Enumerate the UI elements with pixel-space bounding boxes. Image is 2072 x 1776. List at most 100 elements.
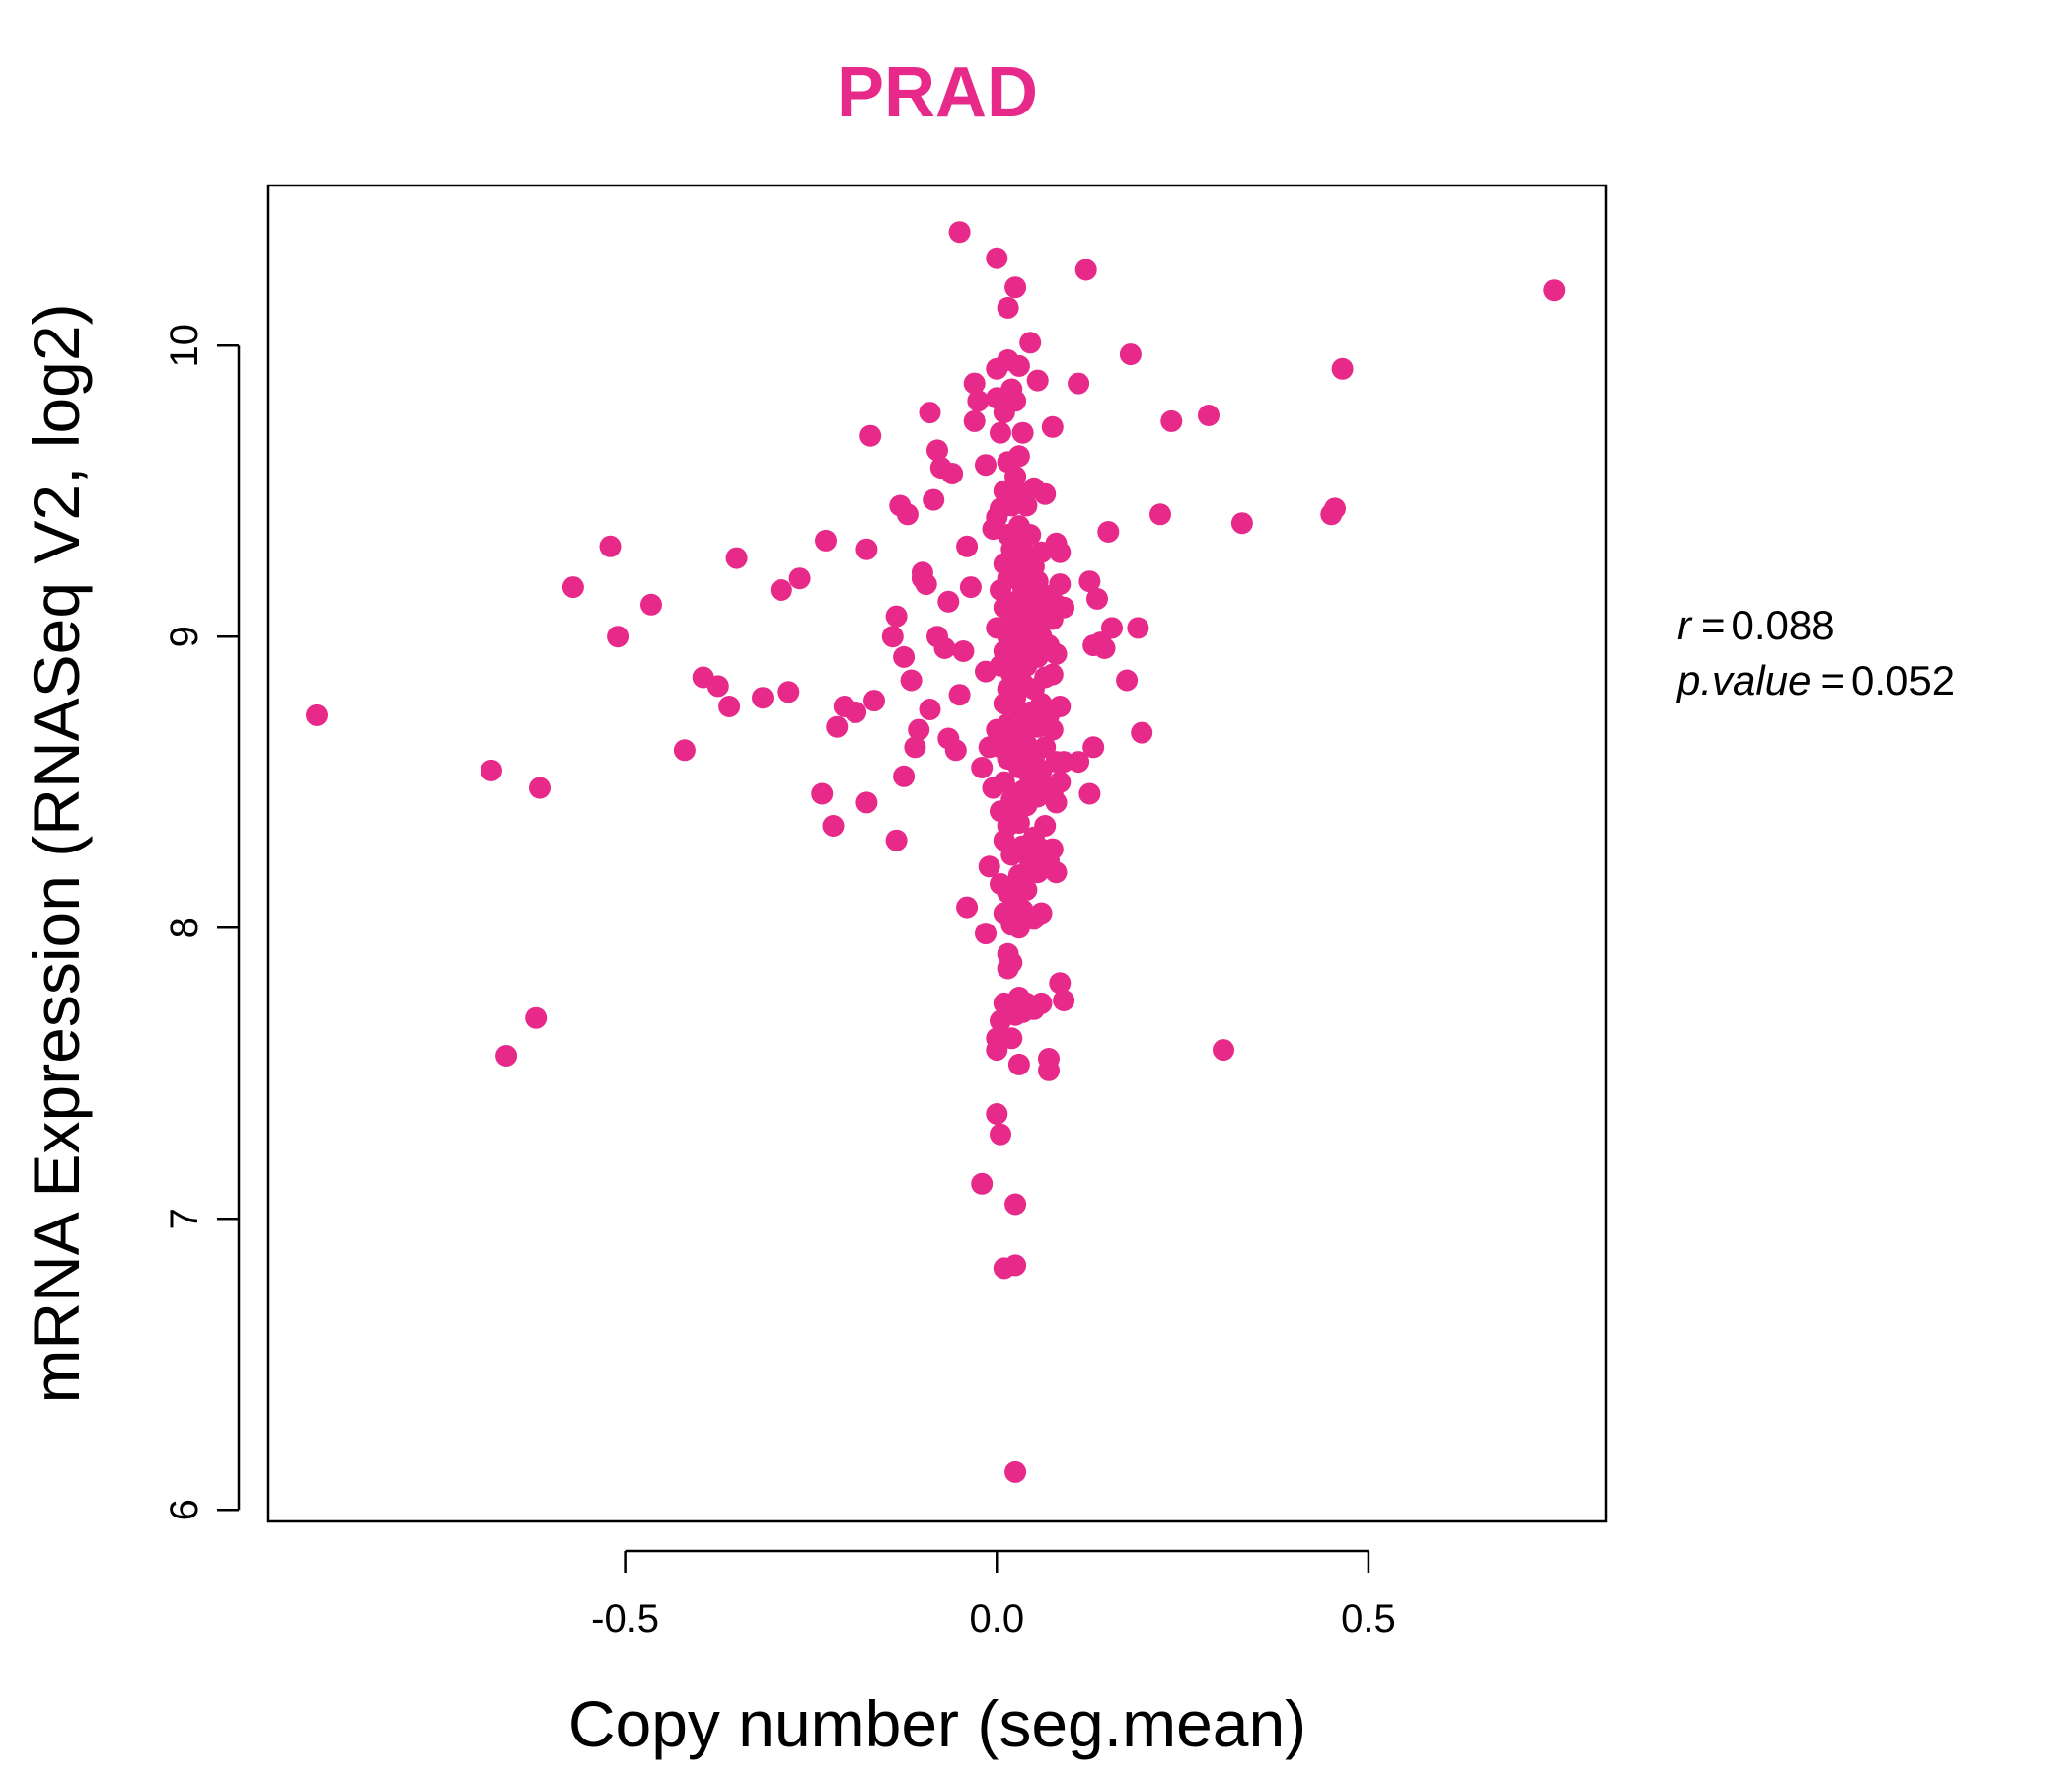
data-point-1 bbox=[481, 759, 502, 781]
x-axis-label: Copy number (seg.mean) bbox=[568, 1687, 1306, 1760]
data-point-136 bbox=[1004, 1460, 1027, 1483]
data-point-11 bbox=[706, 675, 729, 698]
data-point-9 bbox=[673, 739, 696, 762]
data-point-225 bbox=[1049, 541, 1072, 563]
data-point-7 bbox=[607, 626, 629, 648]
data-point-25 bbox=[855, 538, 878, 560]
data-point-16 bbox=[777, 681, 800, 703]
data-point-32 bbox=[893, 765, 916, 787]
data-point-51 bbox=[944, 739, 967, 762]
data-point-236 bbox=[1086, 587, 1108, 610]
data-point-35 bbox=[900, 669, 923, 692]
data-point-21 bbox=[826, 715, 849, 738]
data-point-149 bbox=[1007, 354, 1030, 377]
data-point-168 bbox=[1015, 494, 1038, 517]
data-point-62 bbox=[975, 454, 997, 477]
data-point-228 bbox=[1053, 596, 1075, 619]
data-point-18 bbox=[811, 782, 834, 805]
data-point-58 bbox=[963, 372, 986, 395]
data-point-226 bbox=[1053, 990, 1075, 1011]
data-point-243 bbox=[1127, 617, 1149, 639]
p-label: p.value bbox=[1675, 657, 1811, 703]
data-point-15 bbox=[770, 579, 792, 601]
data-point-244 bbox=[1131, 721, 1153, 744]
data-point-87 bbox=[986, 247, 1008, 269]
data-point-160 bbox=[1011, 421, 1034, 444]
r-value: 0.088 bbox=[1732, 602, 1835, 648]
data-point-61 bbox=[971, 757, 994, 778]
data-point-8 bbox=[640, 593, 662, 616]
y-axis: 6 7 8 9 10 bbox=[163, 324, 241, 1520]
data-point-44 bbox=[926, 439, 948, 462]
data-point-12 bbox=[718, 696, 741, 717]
data-point-49 bbox=[937, 590, 960, 613]
data-point-54 bbox=[948, 221, 971, 244]
data-point-86 bbox=[990, 1123, 1011, 1146]
data-point-20 bbox=[822, 815, 845, 837]
data-point-162 bbox=[1015, 878, 1038, 901]
data-point-123 bbox=[1004, 1254, 1027, 1277]
data-point-209 bbox=[1041, 838, 1064, 860]
data-point-4 bbox=[525, 1006, 548, 1029]
data-point-124 bbox=[1004, 1193, 1027, 1216]
data-point-241 bbox=[1116, 669, 1139, 692]
data-point-223 bbox=[1049, 696, 1072, 717]
data-point-28 bbox=[881, 626, 904, 648]
data-point-26 bbox=[859, 424, 882, 447]
data-point-247 bbox=[1198, 405, 1220, 426]
data-point-189 bbox=[1026, 369, 1049, 392]
data-point-112 bbox=[1000, 1027, 1023, 1050]
data-point-40 bbox=[915, 573, 937, 596]
data-point-148 bbox=[1007, 445, 1030, 468]
data-point-82 bbox=[986, 1103, 1008, 1125]
data-point-50 bbox=[941, 463, 964, 484]
data-point-141 bbox=[1007, 812, 1030, 834]
data-point-230 bbox=[1068, 372, 1090, 395]
data-point-191 bbox=[1030, 902, 1053, 925]
data-point-201 bbox=[1034, 482, 1057, 505]
data-point-30 bbox=[885, 605, 908, 628]
data-point-137 bbox=[1007, 1053, 1030, 1075]
data-point-41 bbox=[919, 699, 941, 720]
data-point-232 bbox=[1078, 782, 1101, 805]
data-point-190 bbox=[1030, 992, 1053, 1014]
data-point-197 bbox=[1034, 815, 1057, 837]
data-point-135 bbox=[1004, 276, 1027, 299]
data-point-212 bbox=[1041, 663, 1064, 686]
data-point-2 bbox=[529, 777, 551, 799]
data-point-3 bbox=[495, 1045, 518, 1067]
data-point-43 bbox=[923, 488, 945, 511]
data-point-37 bbox=[908, 718, 930, 741]
p-annotation: p.value = 0.052 bbox=[1675, 657, 1955, 703]
data-point-29 bbox=[885, 829, 908, 851]
y-tick-label: 9 bbox=[163, 626, 206, 647]
y-axis-label: mRNA Expression (RNASeq V2, log2) bbox=[20, 303, 93, 1403]
data-point-55 bbox=[956, 896, 979, 919]
data-point-17 bbox=[788, 567, 811, 590]
data-point-56 bbox=[956, 535, 979, 557]
data-point-42 bbox=[919, 402, 941, 424]
data-point-23 bbox=[845, 701, 867, 723]
data-point-90 bbox=[993, 771, 1015, 793]
chart-title: PRAD bbox=[837, 53, 1038, 132]
data-point-218 bbox=[1045, 642, 1068, 665]
data-point-113 bbox=[1000, 951, 1023, 974]
r-annotation: r = 0.088 bbox=[1677, 602, 1835, 648]
data-point-242 bbox=[1119, 343, 1142, 366]
data-point-214 bbox=[1041, 415, 1064, 438]
data-point-203 bbox=[1038, 1048, 1060, 1070]
x-tick-label: 0.0 bbox=[969, 1597, 1024, 1641]
data-point-239 bbox=[1097, 521, 1120, 543]
data-point-5 bbox=[561, 576, 584, 599]
data-point-238 bbox=[1093, 637, 1116, 659]
y-tick-label: 10 bbox=[163, 324, 206, 368]
y-tick-label: 7 bbox=[163, 1208, 206, 1229]
data-point-253 bbox=[1543, 279, 1566, 302]
data-point-252 bbox=[1331, 357, 1354, 380]
p-value: 0.052 bbox=[1851, 657, 1955, 703]
data-point-14 bbox=[752, 687, 774, 709]
data-point-66 bbox=[971, 1172, 994, 1195]
data-point-240 bbox=[1101, 617, 1123, 639]
x-axis: -0.5 0.0 0.5 bbox=[591, 1549, 1396, 1641]
data-point-248 bbox=[1213, 1039, 1234, 1062]
